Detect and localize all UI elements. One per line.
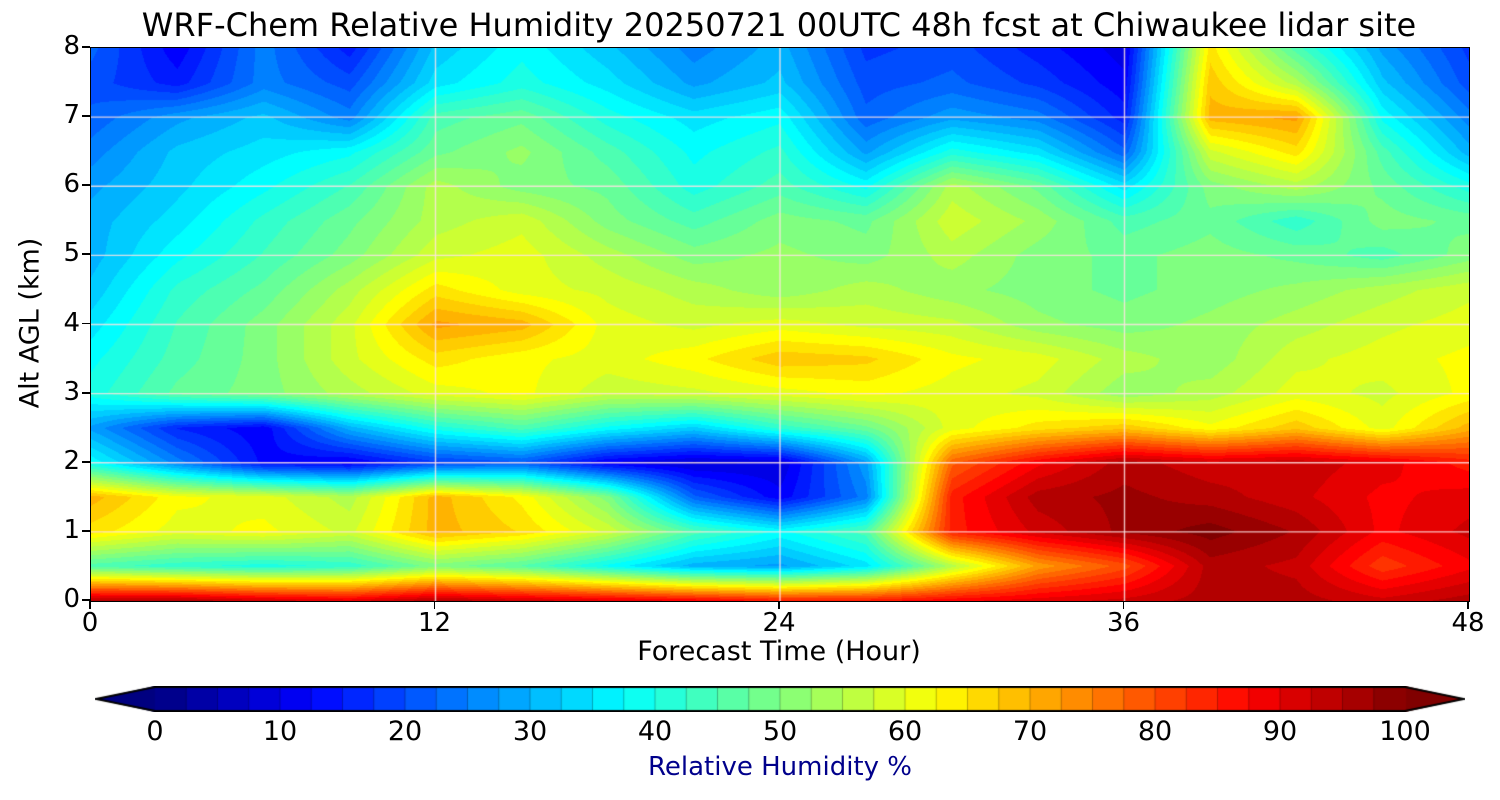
y-tick-mark xyxy=(82,115,90,118)
x-tick-label: 48 xyxy=(1451,608,1485,638)
y-tick-label: 6 xyxy=(63,169,80,200)
y-tick-label: 2 xyxy=(63,445,80,476)
y-tick-label: 7 xyxy=(63,99,80,130)
rh-heatmap-canvas xyxy=(91,48,1469,601)
y-tick-label: 5 xyxy=(63,238,80,269)
x-tick-mark xyxy=(89,601,91,609)
x-tick-mark xyxy=(1467,601,1469,609)
x-tick-mark xyxy=(1122,601,1125,609)
y-tick-mark xyxy=(82,46,90,48)
x-tick-label: 12 xyxy=(417,608,452,638)
y-tick-label: 0 xyxy=(63,583,80,614)
y-tick-mark xyxy=(82,599,90,601)
x-axis-label: Forecast Time (Hour) xyxy=(637,636,921,667)
y-tick-label: 3 xyxy=(63,376,80,407)
y-tick-mark xyxy=(82,253,90,256)
colorbar-tick-label: 70 xyxy=(1012,716,1048,747)
colorbar-tick-label: 10 xyxy=(262,716,298,747)
colorbar-label: Relative Humidity % xyxy=(648,752,912,782)
y-tick-mark xyxy=(82,460,90,463)
x-tick-label: 24 xyxy=(762,608,796,638)
x-tick-mark xyxy=(433,601,436,609)
colorbar-tick-label: 0 xyxy=(146,716,164,747)
y-tick-label: 4 xyxy=(63,307,80,338)
y-tick-mark xyxy=(82,391,90,394)
y-tick-mark xyxy=(82,322,90,325)
colorbar-canvas xyxy=(95,686,1465,712)
x-tick-label: 36 xyxy=(1106,608,1141,638)
colorbar-tick-label: 20 xyxy=(387,716,423,747)
colorbar-tick-label: 100 xyxy=(1379,716,1431,747)
chart-title: WRF-Chem Relative Humidity 20250721 00UT… xyxy=(141,6,1417,44)
colorbar-tick-label: 40 xyxy=(637,716,673,747)
plot-area xyxy=(90,47,1470,602)
colorbar-tick-label: 80 xyxy=(1137,716,1173,747)
x-tick-label: 0 xyxy=(81,608,99,638)
y-tick-mark xyxy=(82,529,90,532)
y-tick-label: 1 xyxy=(63,514,80,545)
colorbar-tick-label: 60 xyxy=(887,716,923,747)
colorbar-tick-label: 30 xyxy=(512,716,548,747)
y-tick-label: 8 xyxy=(63,30,80,61)
colorbar-tick-label: 50 xyxy=(762,716,798,747)
colorbar-tick-label: 90 xyxy=(1262,716,1298,747)
x-tick-mark xyxy=(778,601,780,609)
y-tick-mark xyxy=(82,184,90,187)
